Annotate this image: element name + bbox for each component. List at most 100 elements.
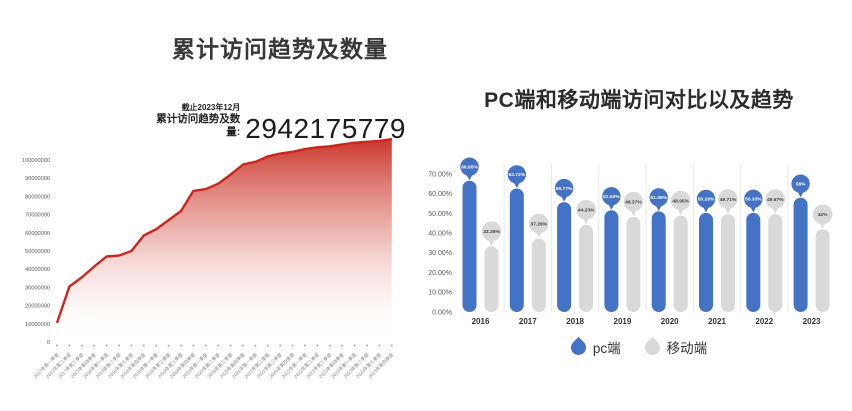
- balloon-value-label: 55.77%: [556, 186, 573, 192]
- x-axis-tick: [390, 344, 393, 347]
- percent-axis-tick: 10.00%: [428, 290, 452, 297]
- balloon-value-label: 51.05%: [650, 195, 667, 201]
- trend-line[interactable]: [55, 137, 392, 324]
- legend-item-mobile[interactable]: 移动端: [641, 336, 708, 358]
- percent-axis-tick: 50.00%: [428, 211, 452, 218]
- area-chart-cumulative-visits[interactable]: 1000000009000000080000000700000006000000…: [0, 105, 430, 405]
- x-axis-tick: [142, 344, 145, 347]
- percent-axis-tick: 0.00%: [432, 309, 452, 316]
- x-axis-tick: [378, 344, 381, 347]
- percent-axis-tick: 60.00%: [428, 191, 452, 198]
- right-chart-legend: pc端 移动端: [426, 336, 852, 358]
- percent-axis-tick: 30.00%: [428, 250, 452, 257]
- x-axis-tick: [341, 344, 344, 347]
- pc-value-balloon[interactable]: [554, 178, 574, 198]
- mobile-value-balloon[interactable]: [812, 204, 833, 225]
- year-label: 2018: [566, 317, 584, 326]
- y-axis-tick: 0: [47, 340, 50, 346]
- mobile-bar[interactable]: [815, 229, 830, 312]
- balloon-value-label: 50.33%: [745, 197, 762, 203]
- balloon-value-label: 49.67%: [767, 197, 784, 203]
- pc-value-balloon[interactable]: [460, 157, 479, 176]
- mobile-bar[interactable]: [626, 216, 641, 312]
- pc-value-balloon[interactable]: [791, 174, 810, 193]
- y-axis-tick: 70000000: [25, 213, 50, 219]
- x-axis-tick: [353, 344, 356, 347]
- legend-item-pc[interactable]: pc端: [567, 336, 621, 358]
- bar-chart-pc-vs-mobile[interactable]: 70.00% 60.00% 50.00% 40.00% 30.00% 20.00% 10.0…: [426, 152, 852, 336]
- right-chart-title: PC端和移动端访问对比以及趋势: [484, 89, 794, 112]
- x-axis-tick: [229, 344, 232, 347]
- balloon-value-label: 44.23%: [578, 208, 595, 214]
- year-label: 2019: [614, 317, 632, 326]
- pc-value-balloon[interactable]: [507, 165, 526, 184]
- balloon-value-label: 33.35%: [483, 229, 500, 235]
- pc-bar[interactable]: [746, 212, 761, 312]
- x-axis-tick: [155, 344, 158, 347]
- year-label: 2020: [661, 317, 679, 326]
- cumulative-total-value: 2942175779: [245, 113, 406, 145]
- mobile-value-balloon[interactable]: [529, 213, 549, 234]
- mobile-bar[interactable]: [721, 214, 735, 312]
- mobile-value-balloon[interactable]: [670, 190, 691, 211]
- x-axis-tick: [279, 344, 282, 347]
- percent-axis-tick: 20.00%: [428, 270, 452, 277]
- y-axis-tick: 40000000: [25, 267, 50, 273]
- x-axis-tick: [68, 344, 71, 347]
- x-axis-tick: [217, 344, 220, 347]
- pc-value-balloon[interactable]: [602, 187, 621, 206]
- annotation-date-note: 截止2023年12月: [181, 103, 241, 112]
- mobile-value-balloon[interactable]: [576, 200, 596, 220]
- percent-axis-tick: 70.00%: [428, 171, 452, 178]
- x-axis-tick: [180, 344, 182, 347]
- pc-bar[interactable]: [462, 180, 477, 312]
- pc-bar[interactable]: [651, 211, 666, 312]
- annotation-labels: 截止2023年12月 累计访问趋势及数量:: [150, 103, 240, 143]
- y-axis-tick: 60000000: [25, 231, 50, 237]
- mobile-bar[interactable]: [673, 215, 688, 312]
- y-axis-tick: 80000000: [25, 194, 50, 200]
- legend-label-pc: pc端: [592, 341, 621, 356]
- balloon-value-label: 37.28%: [531, 221, 548, 227]
- pc-bar[interactable]: [604, 210, 619, 312]
- balloon-value-label: 48.37%: [625, 200, 642, 206]
- mobile-bar[interactable]: [579, 224, 594, 312]
- pc-bar[interactable]: [793, 197, 808, 312]
- x-axis-tick: [304, 344, 306, 347]
- left-chart-title: 累计访问趋势及数量: [172, 36, 388, 62]
- x-axis-tick: [254, 344, 257, 347]
- x-axis-tick: [93, 344, 96, 347]
- mobile-value-balloon[interactable]: [765, 189, 786, 209]
- year-label: 2023: [803, 317, 821, 326]
- mobile-bar[interactable]: [531, 238, 546, 312]
- legend-label-mobile: 移动端: [666, 341, 708, 356]
- balloon-value-label: 58%: [796, 182, 806, 188]
- x-axis-tick: [130, 344, 133, 347]
- mobile-bar[interactable]: [484, 246, 499, 312]
- balloon-value-label: 66.65%: [461, 164, 478, 170]
- balloon-value-label: 42%: [818, 212, 828, 218]
- mobile-value-balloon[interactable]: [623, 191, 644, 212]
- x-axis-tick: [328, 344, 331, 347]
- y-axis-tick: 30000000: [25, 285, 50, 291]
- x-axis-tick: [80, 344, 83, 347]
- pc-bar[interactable]: [557, 202, 572, 312]
- pc-value-balloon[interactable]: [649, 188, 668, 207]
- x-axis-tick: [291, 344, 294, 347]
- pc-value-balloon[interactable]: [696, 189, 716, 209]
- pc-bar[interactable]: [699, 212, 713, 312]
- pc-value-balloon[interactable]: [744, 189, 763, 209]
- x-axis-tick: [192, 344, 195, 347]
- x-axis-tick: [366, 344, 368, 347]
- x-axis-tick: [266, 344, 269, 347]
- mobile-value-balloon[interactable]: [718, 189, 738, 209]
- mobile-value-balloon[interactable]: [481, 221, 502, 242]
- mobile-bar[interactable]: [768, 214, 783, 312]
- balloon-value-label: 51.63%: [603, 194, 620, 200]
- pc-bar[interactable]: [509, 188, 524, 312]
- year-label: 2021: [708, 317, 726, 326]
- balloon-value-label: 49.71%: [720, 197, 737, 203]
- balloon-value-label: 62.72%: [509, 172, 526, 178]
- annotation-label: 累计访问趋势及数量:: [156, 113, 241, 139]
